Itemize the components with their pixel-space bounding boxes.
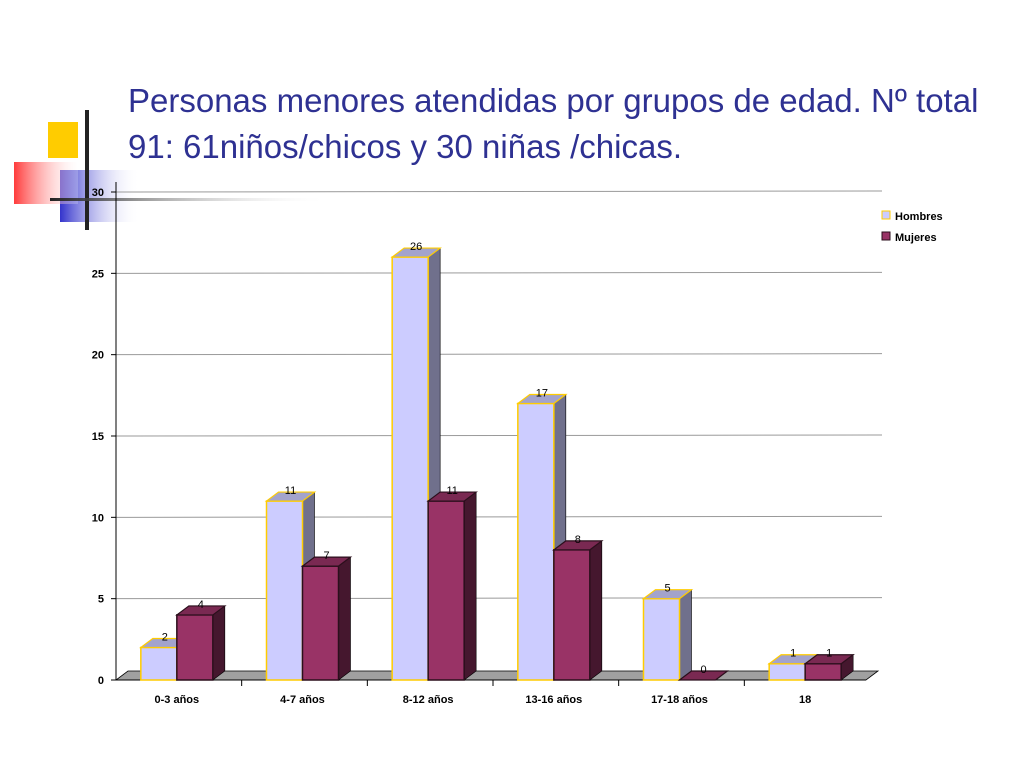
gridline (115, 271, 883, 274)
bar-hombres (390, 247, 442, 681)
x-tick-label: 0-3 años (155, 694, 200, 706)
y-tick-label: 0 (98, 675, 104, 687)
gridline (115, 434, 883, 437)
y-tick-label: 5 (98, 594, 104, 606)
data-label: 11 (446, 485, 457, 497)
data-label: 7 (323, 550, 329, 562)
bar-mujeres (175, 605, 227, 681)
x-tick-label: 18 (799, 694, 811, 706)
bar-front (176, 614, 214, 681)
bar-mujeres (300, 556, 353, 681)
legend-label: Mujeres (895, 232, 937, 244)
gridline (115, 190, 883, 193)
bar-top (552, 540, 604, 551)
bar-top (390, 247, 442, 258)
legend-swatch (881, 231, 891, 241)
data-label: 17 (536, 387, 548, 399)
y-tick-label: 25 (92, 268, 104, 280)
bar-hombres (767, 654, 819, 681)
bar-front (553, 549, 591, 681)
data-label: 1 (790, 648, 796, 660)
bar-mujeres (677, 670, 730, 681)
y-tick-label: 15 (92, 431, 104, 443)
bar-top (264, 491, 317, 502)
bar-front (804, 662, 842, 681)
bar-mujeres (803, 654, 855, 681)
y-tick-label: 10 (92, 512, 104, 524)
data-label: 11 (285, 485, 296, 497)
bar-hombres (641, 589, 694, 681)
bar-mujeres (552, 540, 604, 681)
bar-front (140, 646, 178, 681)
x-tick-label: 8-12 años (403, 694, 454, 706)
data-label: 0 (700, 664, 706, 676)
bar-front (391, 256, 429, 681)
y-tick-label: 20 (92, 350, 104, 362)
bar-mujeres (426, 491, 478, 681)
chart-floor (114, 670, 880, 681)
bar-front (427, 500, 465, 681)
bar-top (677, 670, 730, 681)
x-tick-label: 17-18 años (651, 694, 708, 706)
bar-front (517, 402, 555, 681)
bar-side (679, 589, 692, 681)
bar-side (589, 540, 603, 681)
bar-top (175, 605, 227, 616)
data-label: 2 (162, 631, 168, 643)
bar-front (265, 500, 304, 681)
corner-squares-icon (14, 110, 330, 230)
data-label: 26 (410, 241, 422, 253)
bar-side (212, 605, 226, 681)
data-label: 4 (198, 599, 204, 611)
x-tick-label: 4-7 años (280, 694, 325, 706)
gridline (115, 515, 883, 518)
data-label: 1 (826, 648, 832, 660)
legend-swatch (881, 210, 891, 220)
bar-side (463, 491, 477, 681)
gridline (115, 597, 883, 600)
legend-label: Hombres (895, 211, 943, 223)
bar-front (642, 597, 681, 681)
bar-top (803, 654, 855, 665)
chart-legend: Hombres Mujeres (881, 210, 943, 244)
x-tick-label: 13-16 años (525, 694, 582, 706)
bar-front (768, 662, 806, 681)
bar-side (338, 556, 351, 681)
bar-top (516, 393, 568, 405)
decorative-corner-graphic (0, 0, 330, 240)
gridline (115, 353, 883, 356)
bar-front (301, 565, 340, 681)
slide-title: Personas menores atendidas por grupos de… (128, 82, 979, 165)
y-tick-label: 30 (92, 187, 104, 199)
bar-top (426, 491, 478, 502)
bar-top (641, 589, 694, 600)
data-label: 8 (575, 534, 581, 546)
bar-top (300, 556, 353, 567)
data-label: 5 (664, 583, 670, 595)
